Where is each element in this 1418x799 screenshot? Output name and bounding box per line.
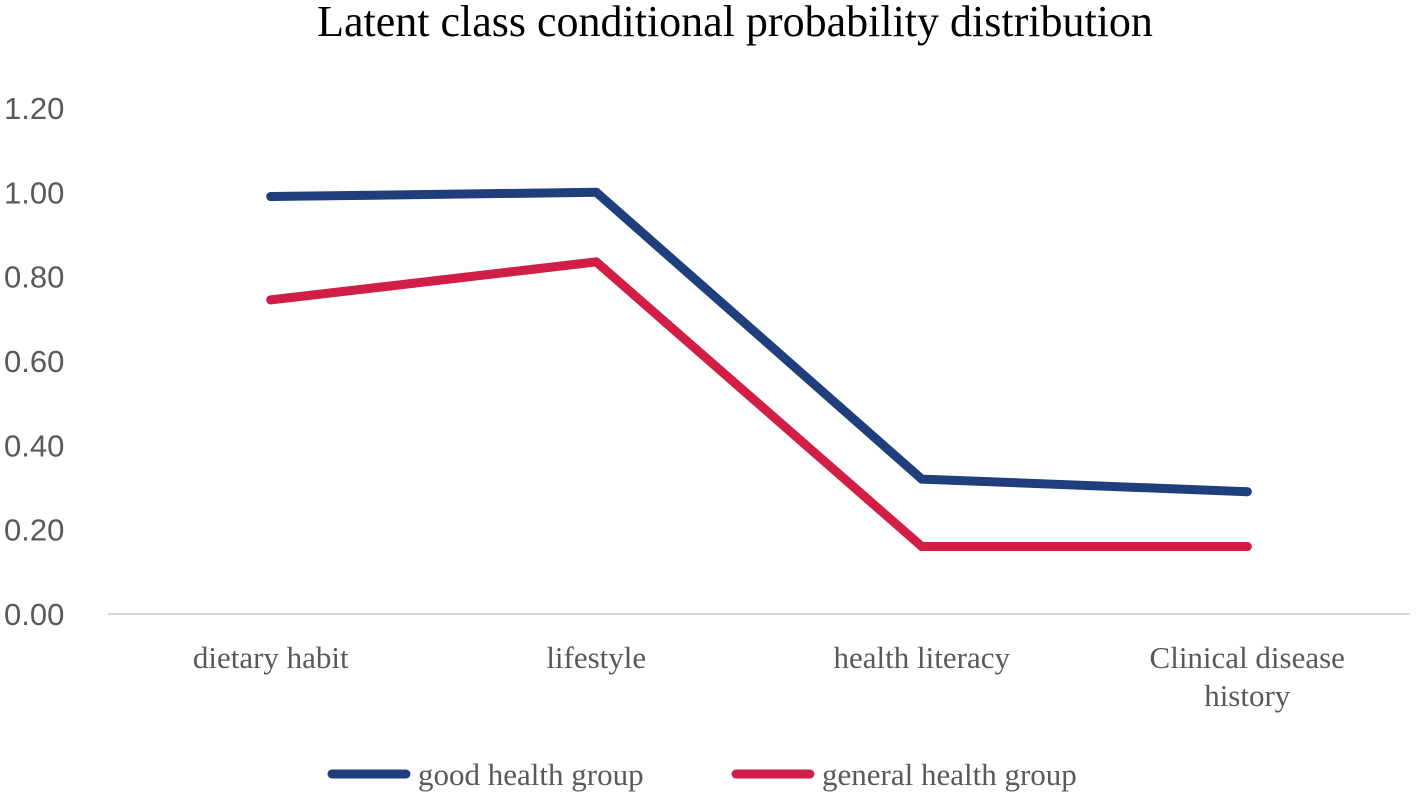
x-tick-label: Clinical disease (1150, 640, 1345, 675)
series-line-good-health-group (266, 187, 1252, 497)
y-axis-labels: 0.00 0.20 0.40 0.60 0.80 1.00 1.20 (4, 91, 64, 632)
legend-label: good health group (418, 757, 644, 792)
x-tick-label: history (1204, 678, 1291, 713)
y-tick-label: 1.20 (4, 91, 64, 126)
legend: good health group general health group (327, 757, 1077, 792)
x-tick-label: lifestyle (546, 640, 646, 675)
y-tick-label: 0.80 (4, 260, 64, 295)
y-tick-label: 0.60 (4, 344, 64, 379)
data-point (591, 187, 601, 197)
series-line-general-health-group (266, 257, 1252, 551)
data-point (917, 542, 927, 552)
legend-label: general health group (822, 757, 1077, 792)
data-point (591, 257, 601, 267)
data-point (1242, 487, 1252, 497)
y-tick-label: 0.40 (4, 428, 64, 463)
series-lines (266, 187, 1252, 552)
chart-title: Latent class conditional probability dis… (317, 0, 1153, 46)
y-tick-label: 0.00 (4, 597, 64, 632)
y-tick-label: 1.00 (4, 175, 64, 210)
y-tick-label: 0.20 (4, 513, 64, 548)
data-point (1242, 542, 1252, 552)
data-point (266, 295, 276, 305)
x-tick-label: health literacy (834, 640, 1011, 675)
data-point (266, 192, 276, 202)
x-tick-label: dietary habit (193, 640, 349, 675)
x-axis-labels: dietary habit lifestyle health literacy Cli… (193, 640, 1345, 713)
data-point (917, 474, 927, 484)
